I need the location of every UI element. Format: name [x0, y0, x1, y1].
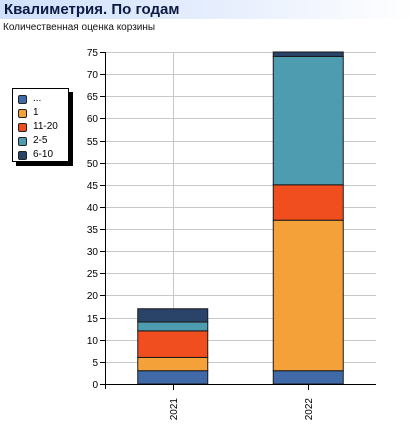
- x-tick-label: 2021: [169, 398, 180, 421]
- y-tick-label: 25: [87, 269, 99, 280]
- y-tick-label: 5: [92, 358, 98, 369]
- bar-segment: [137, 321, 209, 332]
- bar-segment: [137, 370, 209, 385]
- chart-legend: ... 1 11-20 2-5 6-10: [12, 88, 69, 162]
- legend-swatch: [18, 94, 27, 104]
- y-tick-label: 10: [87, 336, 99, 347]
- bar-segment: [272, 370, 344, 385]
- legend-swatch: [18, 122, 27, 132]
- legend-label: 2-5: [33, 135, 48, 146]
- y-tick-label: 0: [92, 380, 98, 391]
- y-tick-label: 60: [87, 114, 99, 125]
- chart-subtitle: Количественная оценка корзины: [3, 22, 156, 33]
- bar-segment: [137, 330, 209, 358]
- legend-item: 1: [18, 106, 68, 120]
- legend-item: 2-5: [18, 134, 68, 148]
- y-tick-label: 15: [87, 314, 99, 325]
- bar-segment: [272, 184, 344, 221]
- bar-segment: [272, 55, 344, 186]
- legend-label: 6-10: [33, 149, 54, 160]
- chart-header: Квалиметрия. По годам: [0, 0, 415, 19]
- chart-title: Квалиметрия. По годам: [4, 1, 180, 18]
- y-tick-label: 65: [87, 92, 99, 103]
- y-tick-label: 75: [87, 48, 99, 59]
- legend-label: ...: [33, 93, 42, 104]
- legend-item: 6-10: [18, 148, 68, 162]
- legend-swatch: [18, 150, 27, 160]
- legend-swatch: [18, 136, 27, 146]
- y-tick-label: 35: [87, 225, 99, 236]
- y-tick-label: 70: [87, 70, 99, 81]
- y-tick-label: 20: [87, 291, 99, 302]
- y-tick-label: 45: [87, 181, 99, 192]
- legend-swatch: [18, 108, 27, 118]
- bar-segment: [272, 219, 344, 372]
- y-tick-label: 50: [87, 159, 99, 170]
- legend-item: ...: [18, 92, 68, 106]
- x-tick-label: 2022: [304, 398, 315, 421]
- y-tick-label: 55: [87, 137, 99, 148]
- bar-segment: [137, 356, 209, 372]
- y-tick-label: 40: [87, 203, 99, 214]
- legend-label: 11-20: [33, 121, 58, 132]
- bar-segment: [272, 51, 344, 57]
- bar-segment: [137, 308, 209, 323]
- legend-item: 11-20: [18, 120, 68, 134]
- legend-label: 1: [33, 107, 39, 118]
- y-tick-label: 30: [87, 247, 99, 258]
